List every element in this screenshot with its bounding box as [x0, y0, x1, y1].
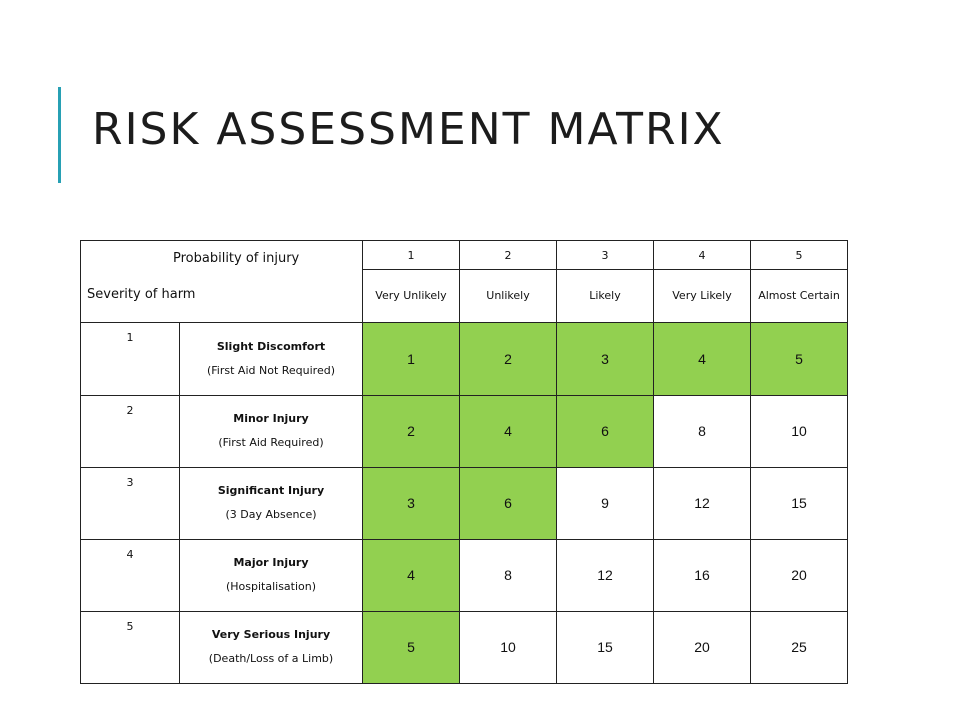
title-accent-bar	[58, 87, 61, 183]
probability-number: 3	[556, 240, 654, 270]
risk-score-cell: 12	[556, 538, 654, 612]
risk-score-cell: 10	[750, 394, 848, 468]
risk-score-cell: 15	[750, 466, 848, 540]
risk-score-cell: 4	[653, 322, 751, 396]
severity-name: Very Serious Injury	[211, 628, 331, 642]
risk-score-cell: 25	[750, 610, 848, 685]
severity-description: Major Injury (Hospitalisation)	[179, 538, 363, 612]
risk-score-cell: 4	[459, 394, 557, 468]
probability-label: Unlikely	[459, 268, 557, 324]
risk-score-cell: 20	[653, 610, 751, 685]
severity-description: Significant Injury (3 Day Absence)	[179, 466, 363, 540]
severity-row: 4 Major Injury (Hospitalisation) 4 8 12 16 20	[80, 538, 848, 612]
probability-label: Very Unlikely	[362, 268, 460, 324]
severity-name: Significant Injury	[217, 484, 325, 498]
severity-row: 5 Very Serious Injury (Death/Loss of a Lim…	[80, 610, 848, 685]
risk-score-cell: 6	[556, 394, 654, 468]
severity-note: (3 Day Absence)	[225, 508, 317, 522]
severity-description: Very Serious Injury (Death/Loss of a Limb…	[179, 610, 363, 685]
severity-axis-label: Severity of harm	[87, 287, 196, 302]
risk-score-cell: 12	[653, 466, 751, 540]
severity-description: Slight Discomfort (First Aid Not Required…	[179, 322, 363, 396]
slide-title: RISK ASSESSMENT MATRIX	[92, 104, 725, 155]
probability-number: 4	[653, 240, 751, 270]
severity-name: Major Injury	[233, 556, 309, 570]
severity-number: 1	[80, 322, 180, 396]
severity-name: Minor Injury	[233, 412, 309, 426]
matrix-corner-header: Probability of injury Severity of harm	[80, 239, 363, 324]
risk-score-cell: 5	[750, 322, 848, 396]
probability-number: 1	[362, 240, 460, 270]
risk-score-cell: 2	[459, 322, 557, 396]
probability-label-row: Very Unlikely Unlikely Likely Very Likel…	[81, 268, 848, 324]
severity-row: 1 Slight Discomfort (First Aid Not Require…	[80, 322, 848, 396]
severity-note: (Hospitalisation)	[225, 580, 317, 594]
probability-number: 2	[459, 240, 557, 270]
probability-axis-label: Probability of injury	[173, 251, 300, 266]
risk-score-cell: 3	[556, 322, 654, 396]
probability-label: Very Likely	[653, 268, 751, 324]
risk-score-cell: 16	[653, 538, 751, 612]
severity-description: Minor Injury (First Aid Required)	[179, 394, 363, 468]
risk-score-cell: 15	[556, 610, 654, 685]
risk-score-cell: 4	[362, 538, 460, 612]
risk-score-cell: 1	[362, 322, 460, 396]
probability-number: 5	[750, 240, 848, 270]
probability-label: Likely	[556, 268, 654, 324]
severity-number: 2	[80, 394, 180, 468]
risk-score-cell: 10	[459, 610, 557, 685]
severity-number: 5	[80, 610, 180, 685]
risk-score-cell: 6	[459, 466, 557, 540]
severity-name: Slight Discomfort	[216, 339, 326, 353]
probability-label: Almost Certain	[750, 268, 848, 324]
probability-number-row: Probability of injury Severity of harm 1…	[80, 239, 848, 324]
severity-note: (First Aid Required)	[218, 436, 324, 450]
risk-score-cell: 9	[556, 466, 654, 540]
risk-score-cell: 8	[459, 538, 557, 612]
risk-score-cell: 20	[750, 538, 848, 612]
severity-number: 4	[80, 538, 180, 612]
risk-score-cell: 5	[362, 610, 460, 685]
severity-note: (Death/Loss of a Limb)	[208, 652, 334, 666]
severity-row: 2 Minor Injury (First Aid Required) 2 4 6 8 10	[80, 394, 848, 468]
severity-row: 3 Significant Injury (3 Day Absence) 3 6 9 12 1…	[80, 466, 848, 540]
risk-score-cell: 3	[362, 466, 460, 540]
risk-score-cell: 2	[362, 394, 460, 468]
severity-note: (First Aid Not Required)	[206, 363, 335, 377]
risk-score-cell: 8	[653, 394, 751, 468]
severity-number: 3	[80, 466, 180, 540]
risk-matrix-table: Probability of injury Severity of harm 1…	[80, 239, 848, 685]
